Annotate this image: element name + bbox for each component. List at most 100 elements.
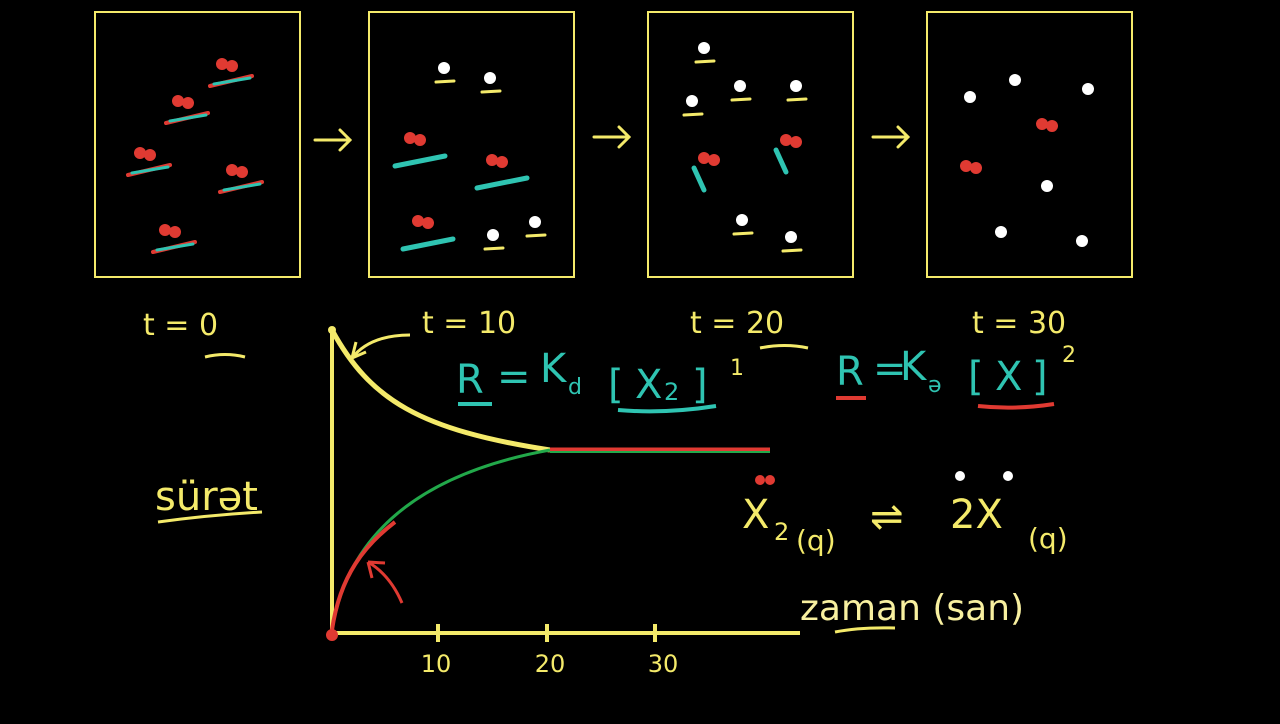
atom: [785, 231, 797, 243]
atom: [487, 229, 499, 241]
x-tick-label: 20: [535, 650, 566, 678]
atom: [169, 226, 181, 238]
underline: [434, 79, 456, 84]
underline: [773, 147, 789, 175]
panel: [368, 11, 575, 278]
arrow: [313, 128, 353, 152]
atom: [484, 72, 496, 84]
underline: [781, 248, 803, 253]
bracket: ]: [692, 362, 708, 408]
atom: [736, 214, 748, 226]
time-label: t = 20: [690, 306, 784, 341]
underline: [400, 236, 456, 252]
time-label: t = 0: [143, 308, 218, 343]
atom: [780, 134, 792, 146]
order: 2: [1062, 343, 1076, 368]
atom: [236, 166, 248, 178]
atom: [708, 154, 720, 166]
time-label: t = 10: [422, 306, 516, 341]
order: 1: [730, 356, 744, 381]
atom: [422, 217, 434, 229]
reverse-rate-curve: [330, 448, 551, 631]
underline: [836, 396, 1055, 410]
rate: R: [456, 357, 484, 403]
panel-frames: [94, 11, 1133, 278]
equals: =: [497, 354, 531, 400]
atom: [686, 95, 698, 107]
underline: [483, 246, 505, 251]
bracket: [: [968, 354, 984, 400]
x-tick-label: 10: [421, 650, 452, 678]
atom: [1076, 235, 1088, 247]
forward-rate-curve: [329, 328, 551, 453]
x-tick-labels: 10 20 30: [421, 650, 679, 678]
pointer: [350, 333, 411, 360]
pointer: [366, 560, 404, 604]
reactant-subscript: 2: [774, 518, 789, 546]
atom: [790, 136, 802, 148]
species: X: [635, 362, 662, 408]
panel: [647, 11, 854, 278]
arrow: [871, 125, 911, 149]
atom: [790, 80, 802, 92]
atom: [1036, 118, 1048, 130]
atom: [1046, 120, 1058, 132]
reverse-rate-curve: [330, 520, 397, 631]
underline: [157, 510, 263, 524]
equilibrium-arrow: ⇌: [870, 494, 904, 540]
atom: [1082, 83, 1094, 95]
bracket: ]: [1032, 354, 1048, 400]
atom: [734, 80, 746, 92]
atom: [172, 95, 184, 107]
atom: [182, 97, 194, 109]
atom: [134, 147, 146, 159]
rate-constant-subscript: d: [568, 375, 582, 400]
panel: [94, 11, 301, 278]
atom: [226, 60, 238, 72]
atom: [412, 215, 424, 227]
atom: [159, 224, 171, 236]
underline: [155, 242, 195, 252]
atom: [486, 154, 498, 166]
atom: [955, 471, 965, 481]
atom: [216, 58, 228, 70]
species-subscript: 2: [664, 378, 679, 406]
point: [326, 629, 338, 641]
molecules: [126, 42, 1094, 254]
panel: [926, 11, 1133, 278]
arrows: [313, 125, 911, 152]
rate-constant-subscript: ə: [928, 373, 942, 398]
underline: [732, 231, 754, 236]
atom: [755, 475, 765, 485]
atom: [970, 162, 982, 174]
atom: [1041, 180, 1053, 192]
underline: [222, 182, 262, 192]
atom: [1009, 74, 1021, 86]
reaction: X 2 (q) ⇌ 2X (q): [742, 492, 1068, 557]
underline: [691, 165, 707, 193]
x-tick-label: 30: [648, 650, 679, 678]
atom: [964, 91, 976, 103]
rate: R: [836, 349, 864, 395]
reactant: X: [742, 492, 769, 538]
species: X: [995, 354, 1022, 400]
atom: [438, 62, 450, 74]
underline: [204, 344, 809, 359]
state: (q): [796, 524, 836, 557]
underline: [730, 97, 752, 102]
atom: [404, 132, 416, 144]
underline: [694, 59, 716, 64]
underline: [786, 97, 808, 102]
rate-constant: K: [540, 346, 568, 392]
state: (q): [1028, 522, 1068, 555]
atom: [698, 42, 710, 54]
underline: [474, 175, 530, 191]
time-label: t = 30: [972, 306, 1066, 341]
atom: [496, 156, 508, 168]
underline: [168, 113, 208, 123]
atom: [995, 226, 1007, 238]
x-axis-label: zaman (san): [800, 588, 1024, 629]
atom: [1003, 471, 1013, 481]
underline: [392, 153, 448, 169]
